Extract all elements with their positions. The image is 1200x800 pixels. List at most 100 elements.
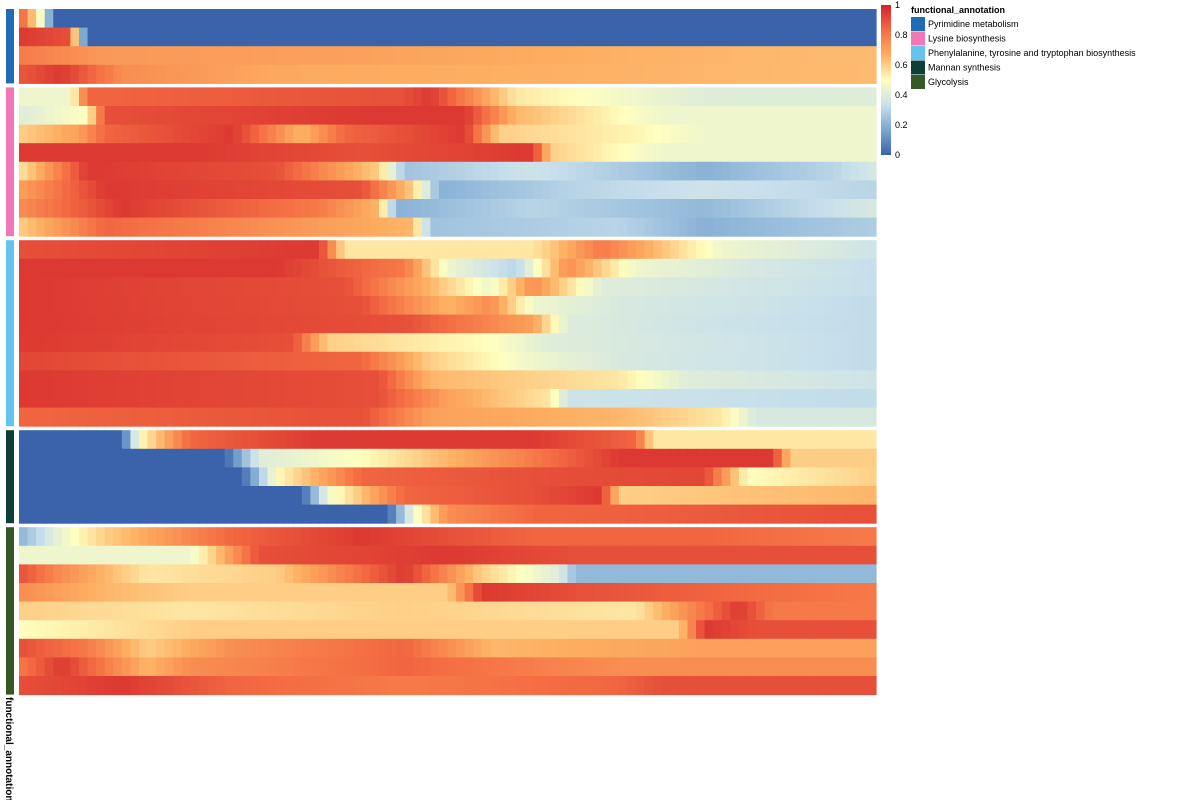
heatmap-cell bbox=[807, 296, 817, 316]
heatmap-cell bbox=[284, 296, 294, 316]
heatmap-cell bbox=[241, 467, 251, 487]
heatmap-cell bbox=[721, 657, 731, 677]
heatmap-cell bbox=[601, 333, 611, 353]
heatmap-cell bbox=[113, 180, 123, 200]
heatmap-cell bbox=[370, 258, 380, 278]
heatmap-cell bbox=[576, 504, 586, 524]
heatmap-cell bbox=[447, 258, 457, 278]
heatmap-cell bbox=[250, 583, 260, 603]
heatmap-cell bbox=[456, 314, 466, 334]
heatmap-cell bbox=[344, 9, 354, 29]
heatmap-cell bbox=[224, 620, 234, 640]
heatmap-cell bbox=[53, 351, 63, 371]
heatmap-cell bbox=[524, 657, 534, 677]
heatmap-cell bbox=[601, 370, 611, 390]
heatmap-cell bbox=[353, 180, 363, 200]
heatmap-cell bbox=[113, 143, 123, 163]
heatmap-cell bbox=[276, 240, 286, 260]
heatmap-cell bbox=[87, 27, 97, 47]
heatmap-cell bbox=[404, 407, 414, 427]
heatmap-cell bbox=[96, 258, 106, 278]
heatmap-cell bbox=[387, 240, 397, 260]
heatmap-cell bbox=[310, 370, 320, 390]
heatmap-cell bbox=[190, 180, 200, 200]
heatmap-cell bbox=[721, 143, 731, 163]
heatmap-cell bbox=[207, 124, 217, 144]
heatmap-cell bbox=[790, 27, 800, 47]
heatmap-cell bbox=[490, 27, 500, 47]
heatmap-cell bbox=[370, 217, 380, 237]
heatmap-row bbox=[19, 467, 877, 487]
heatmap-cell bbox=[70, 527, 80, 547]
heatmap-cell bbox=[198, 161, 209, 181]
heatmap-cell bbox=[584, 333, 594, 353]
heatmap-cell bbox=[456, 583, 466, 603]
heatmap-cell bbox=[524, 106, 534, 126]
heatmap-cell bbox=[70, 486, 80, 506]
heatmap-cell bbox=[233, 87, 243, 107]
heatmap-cell bbox=[147, 106, 157, 126]
heatmap-cell bbox=[601, 601, 611, 621]
heatmap-cell bbox=[807, 106, 817, 126]
heatmap-cell bbox=[233, 333, 243, 353]
heatmap-cell bbox=[678, 296, 689, 316]
heatmap-cell bbox=[113, 430, 123, 450]
heatmap-group bbox=[19, 527, 877, 696]
heatmap-cell bbox=[96, 277, 106, 297]
heatmap-cell bbox=[284, 467, 294, 487]
heatmap-cell bbox=[447, 199, 457, 219]
heatmap-cell bbox=[773, 448, 783, 468]
heatmap-cell bbox=[164, 545, 174, 565]
heatmap-cell bbox=[558, 389, 569, 409]
heatmap-cell bbox=[627, 620, 637, 640]
heatmap-cell bbox=[130, 199, 140, 219]
heatmap-cell bbox=[387, 620, 397, 640]
heatmap-cell bbox=[430, 180, 440, 200]
heatmap-cell bbox=[113, 199, 123, 219]
heatmap-cell bbox=[301, 583, 311, 603]
heatmap-cell bbox=[644, 258, 654, 278]
heatmap-cell bbox=[798, 620, 809, 640]
heatmap-cell bbox=[53, 389, 63, 409]
heatmap-cell bbox=[224, 143, 234, 163]
heatmap-cell bbox=[773, 27, 783, 47]
heatmap-cell bbox=[104, 124, 114, 144]
heatmap-cell bbox=[618, 448, 629, 468]
heatmap-cell bbox=[61, 601, 72, 621]
heatmap-cell bbox=[250, 545, 260, 565]
heatmap-cell bbox=[610, 180, 620, 200]
heatmap-cell bbox=[498, 143, 509, 163]
heatmap-cell bbox=[53, 46, 63, 66]
heatmap-cell bbox=[781, 46, 791, 66]
heatmap-cell bbox=[147, 124, 157, 144]
heatmap-cell bbox=[318, 407, 329, 427]
heatmap-cell bbox=[807, 161, 817, 181]
heatmap-cell bbox=[224, 467, 234, 487]
heatmap-cell bbox=[36, 240, 46, 260]
heatmap-cell bbox=[644, 583, 654, 603]
heatmap-cell bbox=[678, 46, 689, 66]
heatmap-cell bbox=[533, 240, 543, 260]
heatmap-cell bbox=[816, 217, 826, 237]
heatmap-cell bbox=[816, 389, 826, 409]
heatmap-cell bbox=[241, 430, 251, 450]
heatmap-cell bbox=[327, 564, 337, 584]
heatmap-cell bbox=[541, 64, 551, 84]
heatmap-cell bbox=[190, 564, 200, 584]
heatmap-cell bbox=[447, 527, 457, 547]
heatmap-cell bbox=[456, 467, 466, 487]
heatmap-cell bbox=[130, 407, 140, 427]
heatmap-cell bbox=[678, 333, 689, 353]
heatmap-cell bbox=[53, 180, 63, 200]
heatmap-cell bbox=[413, 527, 423, 547]
heatmap-cell bbox=[36, 296, 46, 316]
heatmap-cell bbox=[464, 87, 474, 107]
heatmap-cell bbox=[447, 676, 457, 696]
heatmap-cell bbox=[756, 657, 766, 677]
heatmap-cell bbox=[524, 180, 534, 200]
heatmap-cell bbox=[456, 296, 466, 316]
heatmap-cell bbox=[430, 448, 440, 468]
heatmap-cell bbox=[258, 46, 269, 66]
heatmap-cell bbox=[601, 638, 611, 658]
heatmap-cell bbox=[533, 199, 543, 219]
